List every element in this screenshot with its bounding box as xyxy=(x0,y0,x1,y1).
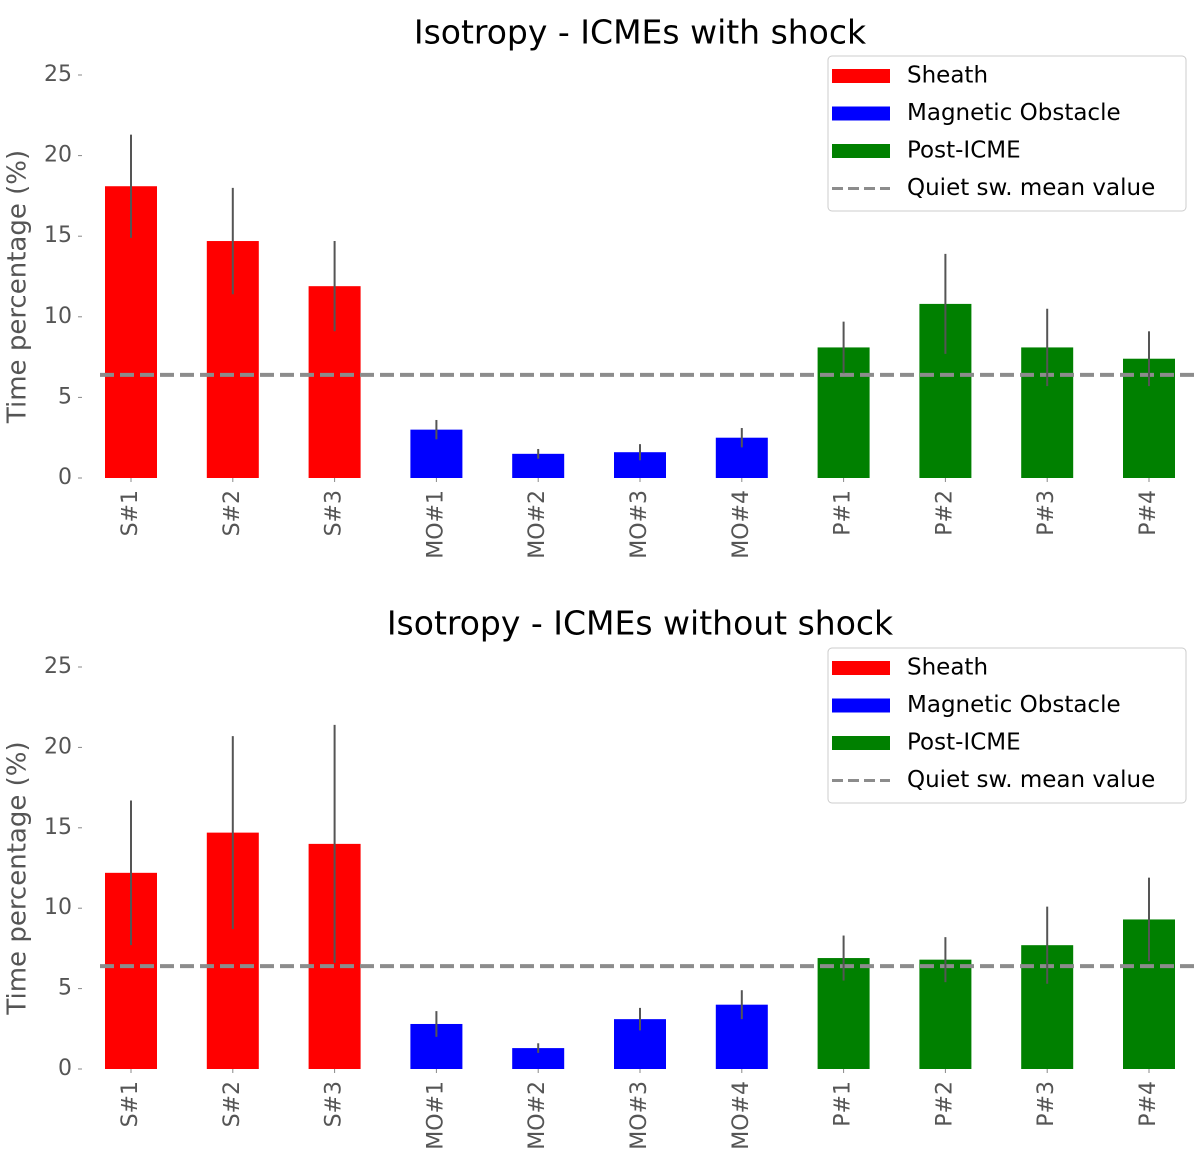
legend-swatch xyxy=(832,69,890,83)
legend-label: Quiet sw. mean value xyxy=(907,175,1155,201)
y-tick-label: 5 xyxy=(58,976,72,1001)
y-tick-label: 25 xyxy=(44,654,72,679)
y-axis-label: Time percentage (%) xyxy=(3,741,33,1015)
legend-frame xyxy=(827,55,1187,212)
x-tick-label: MO#3 xyxy=(627,1081,652,1150)
x-tick-label: MO#4 xyxy=(729,1081,754,1150)
legend-label: Sheath xyxy=(907,63,988,89)
legend-swatch xyxy=(832,698,890,713)
x-tick-label: S#2 xyxy=(220,1081,245,1127)
x-tick-label: S#1 xyxy=(118,1081,143,1127)
legend-label: Quiet sw. mean value xyxy=(907,767,1155,793)
y-tick-label: 10 xyxy=(44,895,72,920)
x-tick-label: MO#3 xyxy=(627,490,652,559)
y-tick-label: 20 xyxy=(44,734,72,759)
legend-label: Magnetic Obstacle xyxy=(907,692,1121,718)
x-tick-label: P#1 xyxy=(831,1081,856,1127)
y-tick-label: 0 xyxy=(58,465,72,490)
legend: Sheath Magnetic Obstacle Post-ICME Quiet sw… xyxy=(827,647,1187,804)
x-tick-label: S#2 xyxy=(220,490,245,536)
legend-swatch xyxy=(832,661,890,675)
chart-panel-2: Isotropy - ICMEs without shock Time perce… xyxy=(3,604,1198,1150)
legend-frame xyxy=(827,647,1187,804)
x-tick-label: P#1 xyxy=(831,490,856,536)
x-tick-label: MO#4 xyxy=(729,490,754,559)
legend-swatch xyxy=(832,144,890,158)
x-tick-label: P#4 xyxy=(1136,1081,1161,1127)
x-tick-label: S#3 xyxy=(322,1081,347,1127)
x-tick-label: P#3 xyxy=(1034,490,1059,536)
y-tick-label: 25 xyxy=(44,62,72,87)
y-tick-label: 0 xyxy=(58,1056,72,1081)
x-tick-label: P#3 xyxy=(1034,1081,1059,1127)
chart-title: Isotropy - ICMEs with shock xyxy=(414,13,867,52)
legend-swatch xyxy=(832,736,890,750)
legend-swatch xyxy=(832,106,890,121)
x-tick-label: S#3 xyxy=(322,490,347,536)
x-tick-label: MO#2 xyxy=(525,490,550,559)
y-axis-label: Time percentage (%) xyxy=(3,150,33,424)
x-tick-label: P#2 xyxy=(932,1081,957,1127)
x-tick-label: S#1 xyxy=(118,490,143,536)
legend-label: Post-ICME xyxy=(907,138,1021,164)
bar-MO#2 xyxy=(512,1048,565,1069)
x-tick-label: MO#1 xyxy=(423,490,448,559)
legend-label: Magnetic Obstacle xyxy=(907,100,1121,126)
x-tick-label: MO#2 xyxy=(525,1081,550,1150)
x-tick-label: P#4 xyxy=(1136,490,1161,536)
y-tick-label: 20 xyxy=(44,143,72,168)
x-tick-label: P#2 xyxy=(932,490,957,536)
legend: Sheath Magnetic Obstacle Post-ICME Quiet sw… xyxy=(827,55,1187,212)
y-tick-label: 15 xyxy=(44,815,72,840)
y-tick-label: 15 xyxy=(44,223,72,248)
legend-label: Sheath xyxy=(907,655,988,681)
x-tick-label: MO#1 xyxy=(423,1081,448,1150)
chart-title: Isotropy - ICMEs without shock xyxy=(387,604,894,643)
y-tick-label: 5 xyxy=(58,384,72,409)
chart-panel-1: Isotropy - ICMEs with shock Time percenta… xyxy=(3,13,1198,559)
legend-label: Post-ICME xyxy=(907,730,1021,756)
y-tick-label: 10 xyxy=(44,304,72,329)
